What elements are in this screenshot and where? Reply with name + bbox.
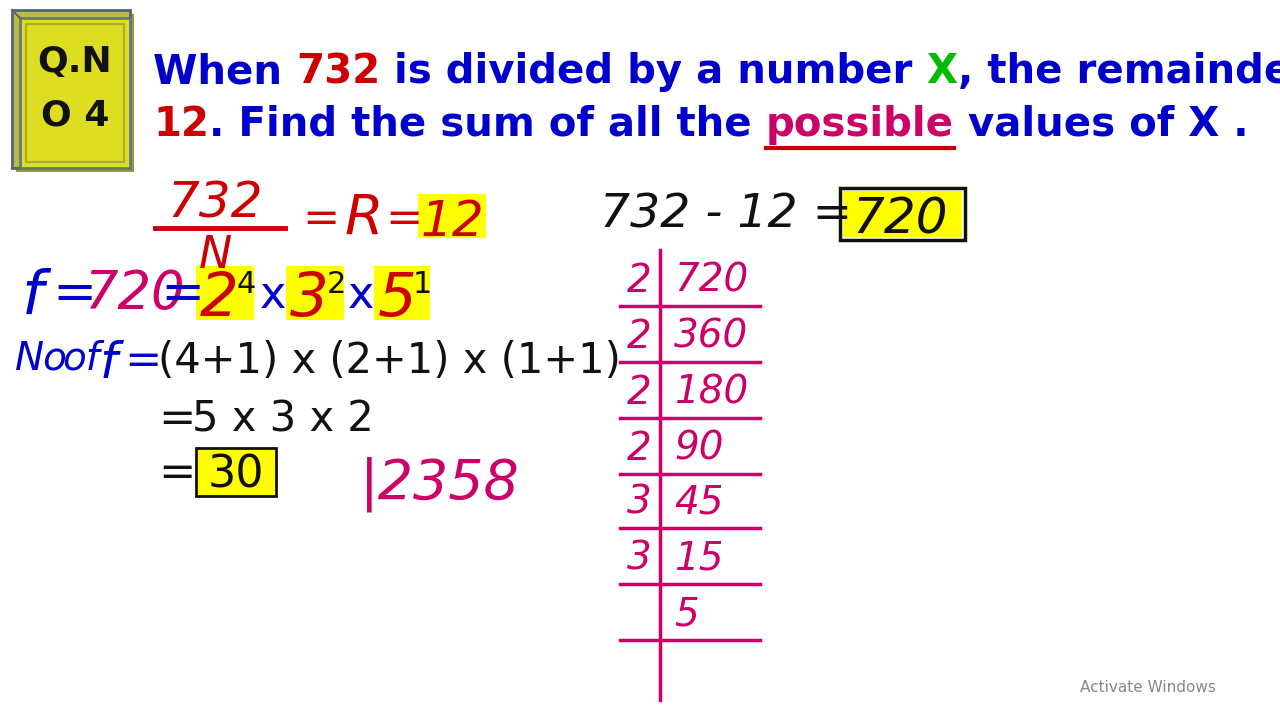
FancyBboxPatch shape <box>26 24 124 162</box>
Text: 15: 15 <box>675 540 723 578</box>
Text: 180: 180 <box>675 374 749 412</box>
Text: 30: 30 <box>207 454 264 497</box>
Text: 732 - 12 =: 732 - 12 = <box>600 192 852 237</box>
Text: f: f <box>22 268 44 327</box>
Text: 5: 5 <box>675 596 699 634</box>
Text: No: No <box>15 340 68 378</box>
FancyBboxPatch shape <box>20 18 131 168</box>
FancyBboxPatch shape <box>374 266 430 320</box>
Text: 2: 2 <box>200 270 239 329</box>
Text: of: of <box>61 340 100 378</box>
Text: 4: 4 <box>237 270 256 299</box>
Text: 2: 2 <box>627 262 652 300</box>
Text: values of X .: values of X . <box>954 105 1248 145</box>
Text: 45: 45 <box>675 484 723 522</box>
Text: 12: 12 <box>420 198 484 246</box>
Text: , the remainder is: , the remainder is <box>957 52 1280 92</box>
Text: N: N <box>198 234 232 277</box>
FancyBboxPatch shape <box>419 194 486 238</box>
Text: 2: 2 <box>627 318 652 356</box>
Text: x: x <box>348 274 374 317</box>
FancyBboxPatch shape <box>285 266 344 320</box>
Text: R: R <box>346 192 384 245</box>
Text: (4+1) x (2+1) x (1+1): (4+1) x (2+1) x (1+1) <box>157 340 621 382</box>
Text: 2: 2 <box>627 430 652 468</box>
Text: f: f <box>100 340 118 388</box>
FancyBboxPatch shape <box>12 10 131 168</box>
Text: X: X <box>927 52 957 92</box>
Text: When: When <box>154 52 296 92</box>
FancyBboxPatch shape <box>196 266 253 320</box>
Text: 12: 12 <box>154 105 209 145</box>
Text: . Find the sum of all the: . Find the sum of all the <box>209 105 765 145</box>
Text: =: = <box>157 452 196 495</box>
FancyBboxPatch shape <box>840 188 965 240</box>
Text: 720: 720 <box>675 262 749 300</box>
Text: 732: 732 <box>296 52 380 92</box>
Text: =: = <box>124 340 161 383</box>
Text: is divided by a number: is divided by a number <box>380 52 927 92</box>
Text: 2: 2 <box>326 270 347 299</box>
Text: Activate Windows: Activate Windows <box>1080 680 1216 695</box>
Text: 720: 720 <box>852 196 947 244</box>
Text: 720: 720 <box>84 268 184 320</box>
Text: 1: 1 <box>413 270 433 299</box>
Text: 90: 90 <box>675 430 723 468</box>
Text: 360: 360 <box>675 318 749 356</box>
Text: Q.N: Q.N <box>37 45 113 79</box>
Text: =: = <box>385 198 422 241</box>
Text: =: = <box>52 268 96 320</box>
Text: 5: 5 <box>378 270 417 329</box>
Text: 2: 2 <box>627 374 652 412</box>
Text: 3: 3 <box>627 484 652 522</box>
Text: |2358: |2358 <box>360 456 520 511</box>
Text: 5 x 3 x 2: 5 x 3 x 2 <box>192 398 374 440</box>
FancyBboxPatch shape <box>844 191 963 237</box>
Text: 3: 3 <box>291 270 329 329</box>
Text: =: = <box>157 398 196 441</box>
Text: =: = <box>160 268 205 320</box>
Text: x: x <box>260 274 287 317</box>
Text: O 4: O 4 <box>41 98 109 132</box>
Text: possible: possible <box>765 105 954 145</box>
FancyBboxPatch shape <box>196 448 276 496</box>
Text: =: = <box>302 198 339 241</box>
Text: 732: 732 <box>168 180 262 228</box>
FancyBboxPatch shape <box>15 14 134 172</box>
Text: 3: 3 <box>627 540 652 578</box>
